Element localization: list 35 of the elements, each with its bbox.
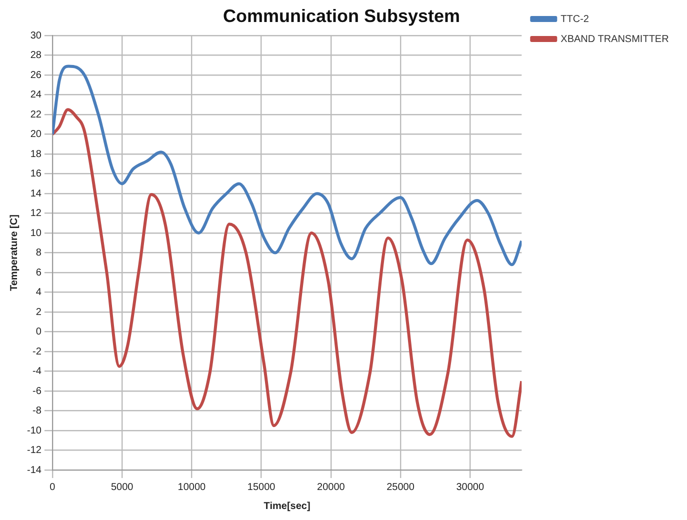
y-tick-label: 22 xyxy=(30,109,42,120)
legend-label: TTC-2 xyxy=(560,14,590,25)
y-tick-label: 24 xyxy=(30,90,42,101)
y-tick-label: -2 xyxy=(32,346,42,358)
y-tick-label: 28 xyxy=(30,50,42,62)
y-tick-label: -12 xyxy=(27,445,42,456)
y-tick-label: 26 xyxy=(30,70,42,81)
y-tick-label: 12 xyxy=(30,208,42,220)
y-tick-label: -4 xyxy=(32,366,42,378)
y-tick-label: 10 xyxy=(30,228,42,239)
y-tick-label: 18 xyxy=(30,148,42,160)
x-tick-label: 0 xyxy=(50,482,56,493)
y-tick-label: -10 xyxy=(27,425,42,436)
x-tick-label: 10000 xyxy=(178,482,206,493)
legend-label: XBAND TRANSMITTER xyxy=(560,34,669,45)
x-tick-label: 20000 xyxy=(317,482,346,493)
x-tick-label: 30000 xyxy=(456,482,484,493)
y-tick-label: -8 xyxy=(32,406,42,417)
y-tick-label: 8 xyxy=(36,248,42,259)
x-axis-title: Time[sec] xyxy=(264,500,310,512)
y-tick-label: 14 xyxy=(30,188,42,200)
x-tick-label: 15000 xyxy=(247,482,276,493)
y-tick-label: -14 xyxy=(27,464,42,476)
y-tick-label: 2 xyxy=(36,306,42,318)
y-tick-label: 0 xyxy=(36,326,42,338)
y-tick-label: -6 xyxy=(32,386,42,397)
y-tick-label: 16 xyxy=(30,168,42,180)
y-tick-label: 30 xyxy=(30,30,42,42)
y-tick-label: 20 xyxy=(30,129,42,140)
y-tick-label: 4 xyxy=(36,287,42,298)
x-tick-label: 5000 xyxy=(110,482,134,493)
x-tick-label: 25000 xyxy=(386,482,415,493)
y-axis-title: Temperature [C] xyxy=(8,214,20,292)
chart-title: Communication Subsystem xyxy=(222,6,460,26)
y-tick-label: 6 xyxy=(36,267,42,278)
